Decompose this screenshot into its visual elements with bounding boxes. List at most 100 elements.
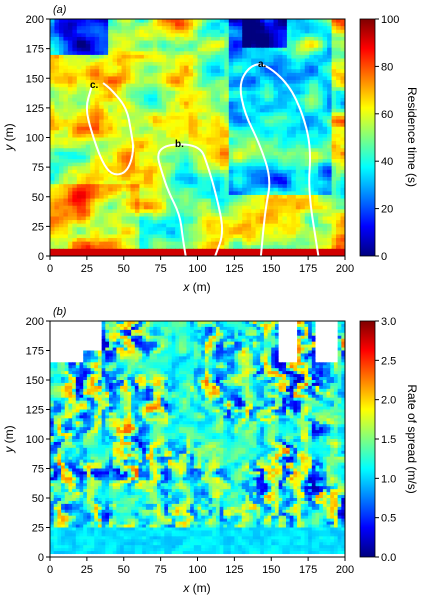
heat-cell (273, 120, 278, 124)
heat-cell (184, 23, 189, 27)
heat-cell (247, 73, 252, 77)
heat-cell (153, 206, 158, 210)
heat-cell (220, 199, 225, 203)
heat-cell (144, 44, 149, 48)
heat-cell (144, 98, 149, 102)
heat-cell (68, 181, 73, 185)
heat-cell (332, 141, 337, 145)
heat-cell (233, 152, 238, 156)
heat-cell (184, 94, 189, 98)
heat-cell (68, 199, 73, 203)
heat-cell (202, 213, 207, 217)
heat-cell (104, 48, 109, 52)
heat-cell (166, 206, 171, 210)
heat-cell (139, 33, 144, 37)
heat-cell (68, 173, 73, 177)
heat-cell (202, 94, 207, 98)
heat-cell (77, 59, 82, 63)
heat-cell (215, 127, 220, 131)
heat-cell (291, 227, 296, 231)
heat-cell (327, 76, 332, 80)
heat-cell (50, 170, 55, 174)
heat-cell (63, 134, 68, 138)
heat-cell (90, 170, 95, 174)
heat-cell (171, 130, 176, 134)
heat-cell (180, 44, 185, 48)
heat-cell (278, 242, 283, 246)
heat-cell (327, 188, 332, 192)
heat-cell (318, 242, 323, 246)
heat-cell (211, 87, 216, 91)
heat-cell (305, 37, 310, 41)
heat-cell (108, 163, 113, 167)
heat-cell (135, 206, 140, 210)
heat-cell (54, 220, 59, 224)
heat-cell (309, 80, 314, 84)
x-tick-label: 150 (262, 263, 280, 275)
heat-cell (139, 84, 144, 88)
heat-cell (215, 51, 220, 55)
heat-cell (157, 249, 162, 253)
heat-cell (126, 98, 131, 102)
heat-cell (247, 209, 252, 213)
heat-cell (193, 30, 198, 34)
heat-cell (327, 217, 332, 221)
heat-cell (148, 191, 153, 195)
heat-cell (95, 41, 100, 45)
heat-cell (171, 87, 176, 91)
heat-cell (314, 51, 319, 55)
heat-cell (108, 76, 113, 80)
heat-cell (323, 116, 328, 120)
heat-cell (59, 23, 64, 27)
heat-cell (63, 238, 68, 242)
heat-cell (332, 166, 337, 170)
heat-cell (104, 138, 109, 142)
heat-cell (63, 184, 68, 188)
heat-cell (122, 62, 127, 66)
heat-cell (198, 191, 203, 195)
heat-cell (291, 109, 296, 113)
heat-cell (63, 120, 68, 124)
heat-cell (211, 206, 216, 210)
heat-cell (247, 234, 252, 238)
heat-cell (54, 105, 59, 109)
heat-cell (157, 141, 162, 145)
heat-cell (166, 249, 171, 253)
heat-cell (126, 102, 131, 106)
heat-cell (113, 37, 118, 41)
heat-cell (184, 116, 189, 120)
heat-cell (323, 73, 328, 77)
heat-cell (220, 152, 225, 156)
heat-cell (273, 206, 278, 210)
heat-cell (59, 102, 64, 106)
heat-cell (113, 202, 118, 206)
heat-cell (122, 23, 127, 27)
heat-cell (273, 163, 278, 167)
heat-cell (300, 94, 305, 98)
heat-cell (211, 220, 216, 224)
heat-cell (171, 238, 176, 242)
heat-cell (229, 48, 234, 52)
heat-cell (135, 48, 140, 52)
heat-cell (148, 177, 153, 181)
heat-cell (211, 199, 216, 203)
heat-cell (122, 48, 127, 52)
heat-cell (291, 224, 296, 228)
heat-cell (256, 152, 261, 156)
heat-cell (318, 98, 323, 102)
heat-cell (54, 209, 59, 213)
heat-cell (193, 94, 198, 98)
heat-cell (265, 141, 270, 145)
heat-cell (229, 23, 234, 27)
heat-cell (287, 44, 292, 48)
heat-cell (68, 148, 73, 152)
heat-cell (282, 220, 287, 224)
heat-cell (224, 80, 229, 84)
heat-cell (332, 152, 337, 156)
heat-cell (148, 59, 153, 63)
heat-cell (144, 138, 149, 142)
heat-cell (287, 177, 292, 181)
heat-cell (220, 109, 225, 113)
heat-cell (189, 209, 194, 213)
x-tick-label: 50 (118, 263, 130, 275)
